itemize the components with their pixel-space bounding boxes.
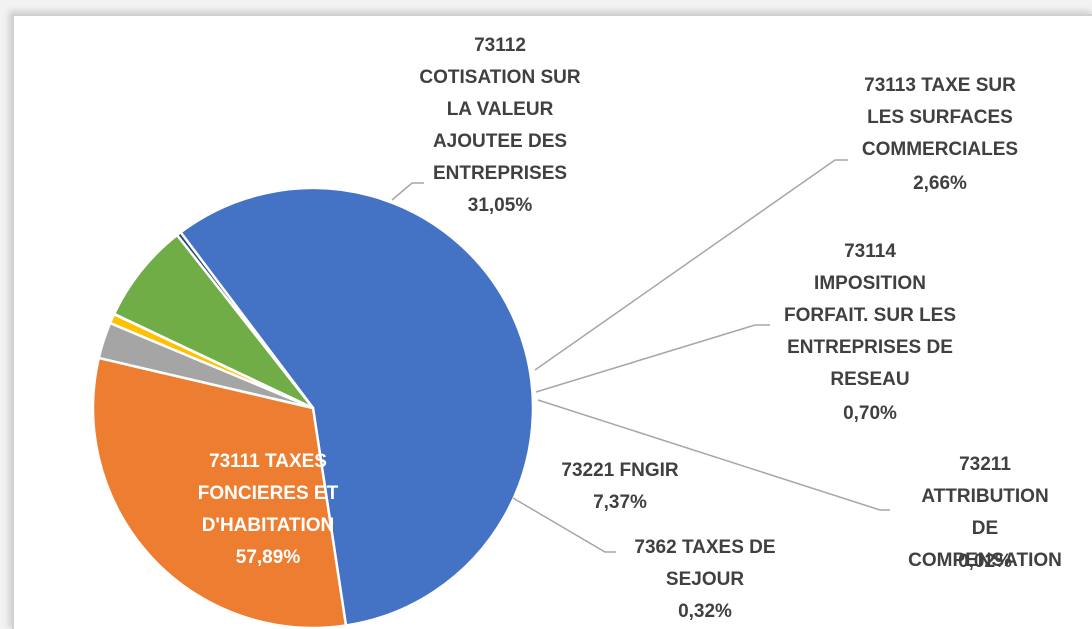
- data-label: 0,32%: [678, 601, 732, 622]
- leader-line: [535, 324, 770, 393]
- data-label: 2,66%: [913, 173, 967, 194]
- data-label: 73112 COTISATION SUR LA VALEUR AJOUTEE D…: [419, 35, 581, 184]
- leader-line: [534, 159, 848, 371]
- data-label: 73114 IMPOSITION FORFAIT. SUR LES ENTREP…: [783, 241, 957, 390]
- data-label: 73211 ATTRIBUTION DE COMPENSATION: [908, 454, 1062, 571]
- data-label: 73111 TAXES FONCIERES ET D'HABITATION: [197, 451, 339, 536]
- leader-line: [512, 497, 616, 553]
- pie-slice: [178, 186, 535, 627]
- data-label: 73113 TAXE SUR LES SURFACES COMMERCIALES: [861, 75, 1019, 160]
- data-label: 73221 FNGIR: [561, 460, 679, 481]
- pie-slice: [91, 356, 348, 629]
- pie-slice: [112, 233, 314, 410]
- data-label: 7,37%: [593, 492, 647, 513]
- data-label: 31,05%: [467, 195, 533, 216]
- data-label: 7362 TAXES DE SEJOUR: [634, 537, 776, 590]
- data-label: 0,70%: [843, 403, 897, 424]
- leader-line: [537, 399, 890, 511]
- pie-slice: [175, 230, 314, 409]
- data-label: 57,89%: [235, 547, 301, 568]
- data-label: 0,02%: [958, 551, 1012, 572]
- leader-line: [391, 182, 424, 201]
- leader-lines: [391, 159, 890, 553]
